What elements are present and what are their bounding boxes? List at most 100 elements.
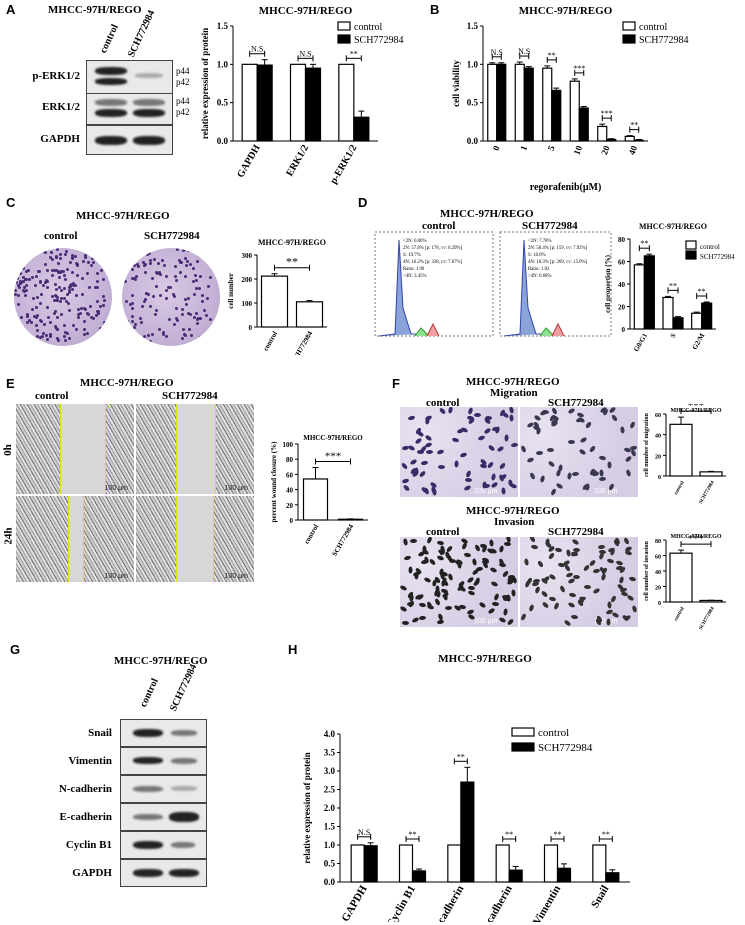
stained-cell (563, 619, 572, 627)
colony (125, 320, 129, 324)
g2-peak (426, 322, 440, 337)
lane-label-sch: SCH772984 (126, 8, 158, 59)
colony (16, 262, 20, 266)
stained-cell (506, 618, 515, 626)
scale-bar-label: 100 μm (224, 485, 249, 492)
colony (55, 288, 59, 292)
stained-cell (510, 442, 518, 448)
stained-cell (631, 604, 638, 613)
bar (556, 867, 572, 883)
flow-stat: Ratio: 1.90 (403, 267, 425, 272)
y-tick-label: 80 (655, 539, 661, 545)
panel-label-f: F (392, 376, 400, 391)
colony (184, 275, 187, 279)
stained-cell (541, 600, 550, 609)
colony (95, 279, 99, 283)
colony (65, 292, 69, 296)
y-axis-label: cell proportion (%) (604, 254, 612, 312)
stained-cell (597, 544, 606, 550)
bar (487, 63, 498, 142)
colony (195, 286, 199, 290)
stained-cell (466, 415, 475, 421)
stained-cell (447, 407, 454, 414)
x-tick-label: SCH772984 (699, 606, 716, 631)
colony (147, 252, 151, 256)
x-tick-label: control (303, 523, 321, 545)
chart-title: MHCC-97H/REGO (303, 434, 363, 442)
s-phase-peak (539, 327, 555, 337)
x-tick-label: Cyclin B1 (385, 884, 418, 923)
x-tick-label: GAPDH (235, 143, 263, 180)
colony (15, 270, 19, 274)
colony (130, 306, 134, 310)
bar (662, 296, 674, 330)
colony (16, 303, 20, 307)
y-axis-label: cell viability (451, 60, 461, 107)
panel-d-label-sch: SCH772984 (522, 220, 578, 232)
bar (672, 317, 684, 330)
x-tick-label: 40 (627, 144, 640, 156)
colony (100, 337, 104, 341)
colony (31, 275, 35, 279)
stained-cell (555, 482, 564, 490)
g1-peak (378, 239, 423, 337)
colony (184, 333, 188, 337)
x-tick-label: SCH772984 (290, 330, 315, 355)
colony (98, 304, 102, 308)
stained-cell (481, 559, 489, 564)
colony (23, 293, 27, 297)
flow-stat: Ratio: 1.82 (528, 267, 550, 272)
colony (35, 305, 39, 309)
colony (66, 302, 70, 306)
stained-cell (499, 544, 505, 553)
stained-cell (528, 604, 536, 613)
y-tick-label: 0.5 (467, 98, 479, 108)
colony (68, 261, 72, 265)
stained-cell (549, 596, 557, 602)
blot-label-cyclinb1: Cyclin B1 (65, 839, 112, 851)
y-tick-label: 40 (618, 281, 626, 289)
stained-cell (530, 543, 538, 550)
bar (578, 107, 589, 142)
colony (72, 284, 76, 288)
stained-cell (588, 445, 597, 454)
colony (211, 264, 215, 268)
colony (48, 256, 52, 260)
colony (205, 314, 209, 318)
significance-label: ** (698, 287, 706, 296)
y-tick-label: 1.5 (217, 21, 229, 31)
colony (192, 280, 196, 284)
colony (142, 300, 146, 304)
y-tick-label: 300 (242, 252, 253, 260)
colony (148, 262, 152, 266)
x-tick-label: SCH772984 (699, 480, 716, 505)
stained-cell (607, 461, 612, 469)
colony (135, 263, 139, 267)
colony (26, 314, 30, 318)
flow-stat: >4N: 0.68% (528, 274, 552, 279)
chart-title: MHCC-97H/REGO (639, 222, 707, 231)
stained-cell (570, 550, 579, 558)
stained-cell (471, 568, 480, 577)
stained-cell (400, 605, 408, 613)
colony (196, 321, 200, 325)
bar (699, 471, 723, 477)
colony (199, 335, 203, 339)
colony (36, 296, 40, 300)
panel-f-title-migration: MHCC-97H/REGO (466, 376, 560, 388)
colony (35, 329, 39, 333)
chart-h: MHCC-97H/REGO 0.0 0.5 1.0 1.5 2.0 2.5 3.0 3.5 4.0… (302, 653, 630, 923)
wound-control-24h: 100 μm (16, 496, 134, 582)
stained-cell (606, 601, 612, 609)
colony (185, 302, 189, 306)
colony (45, 337, 49, 341)
significance-label: ** (554, 830, 562, 839)
stained-cell (436, 554, 445, 562)
colony (15, 320, 19, 324)
colony (128, 259, 132, 263)
colony (166, 285, 170, 289)
stained-cell (424, 434, 433, 443)
significance-label: ** (640, 239, 648, 248)
stained-cell (424, 441, 433, 448)
stained-cell (600, 573, 607, 582)
